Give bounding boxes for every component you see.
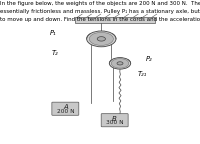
Text: T₂₁: T₂₁: [137, 71, 147, 77]
Text: In the figure below, the weights of the objects are 200 N and 300 N.  The pulley: In the figure below, the weights of the …: [0, 1, 200, 6]
FancyBboxPatch shape: [52, 102, 79, 115]
Circle shape: [97, 37, 105, 41]
Text: B: B: [112, 116, 117, 122]
Circle shape: [109, 58, 131, 69]
Text: P₁: P₁: [49, 30, 56, 36]
Bar: [75, 17, 155, 23]
Text: to move up and down. Find the tensions in the cords and the acceleration of each: to move up and down. Find the tensions i…: [0, 17, 200, 22]
Text: P₂: P₂: [145, 56, 152, 62]
Text: 200 N: 200 N: [57, 109, 74, 114]
Text: 300 N: 300 N: [106, 120, 123, 125]
Text: A: A: [63, 104, 68, 110]
Circle shape: [117, 62, 123, 65]
FancyBboxPatch shape: [101, 114, 128, 127]
Circle shape: [111, 59, 129, 68]
Circle shape: [89, 32, 113, 45]
Text: T₂: T₂: [52, 50, 59, 56]
Circle shape: [87, 31, 116, 47]
Text: essentially frictionless and massless. Pulley P₁ has a stationary axle, but pull: essentially frictionless and massless. P…: [0, 9, 200, 14]
